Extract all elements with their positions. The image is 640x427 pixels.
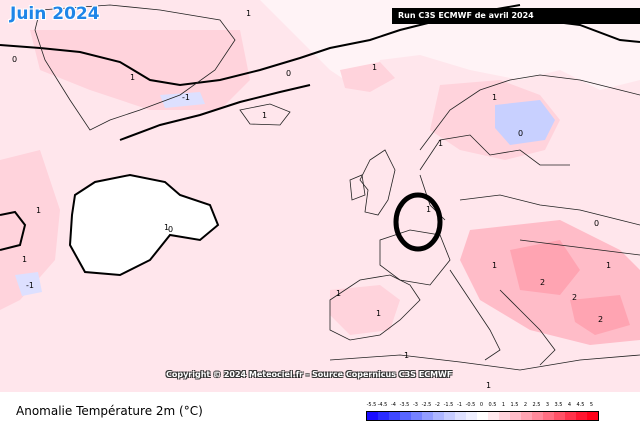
scale-swatch (466, 412, 477, 420)
scale-label: -1 (457, 402, 462, 408)
scale-swatch (422, 412, 433, 420)
scale-swatch (510, 412, 521, 420)
zero-contour-atlantic (68, 173, 220, 277)
contour-label: 0 (12, 55, 17, 64)
scale-label: 2 (523, 402, 528, 408)
contour-label: 1 (492, 261, 497, 270)
cold-anomaly-greenland (160, 92, 205, 108)
north-atlantic-anomaly (340, 62, 395, 92)
cold-anomaly-scandinavia (495, 100, 555, 145)
scale-label: 0 (479, 402, 484, 408)
highlight-circle (393, 192, 443, 252)
contour-label: 1 (22, 255, 27, 264)
strong-anomaly-hungary (510, 240, 580, 295)
scale-label: -2 (435, 402, 440, 408)
scale-swatch (389, 412, 400, 420)
contour-label: 2 (598, 315, 603, 324)
scale-label: -4 (391, 402, 396, 408)
scale-label: -3 (413, 402, 418, 408)
contour-label: 0 (286, 69, 291, 78)
scale-label: -5.5 (366, 402, 377, 408)
scale-label: 2.5 (532, 402, 541, 408)
west-atlantic-anomaly (0, 150, 60, 310)
scale-labels: -5.5 -4.5 -4 -3.5 -3 -2.5 -2 -1.5 -1 -0.5 0 0.5 1 1.5… (366, 402, 599, 411)
contour-label: 2 (572, 293, 577, 302)
scale-swatch (444, 412, 455, 420)
contour-label: 0 (594, 219, 599, 228)
scale-swatch (521, 412, 532, 420)
legend-title: Anomalie Température 2m (°C) (16, 404, 203, 418)
scale-label: 1 (501, 402, 506, 408)
contour-label: 0 (168, 225, 173, 234)
contour-label: 2 (540, 278, 545, 287)
scale-swatch (367, 412, 378, 420)
scale-label: 3.5 (554, 402, 563, 408)
scale-swatch (543, 412, 554, 420)
contour-label: 1 (336, 289, 341, 298)
contour-label: 1 (246, 9, 251, 18)
scale-swatch (565, 412, 576, 420)
map-title: Juin 2024 (10, 4, 100, 24)
scale-label: 4.5 (576, 402, 585, 408)
legend-bar: Anomalie Température 2m (°C) -5.5 -4.5 -4-… (0, 392, 640, 427)
contour-label: -1 (26, 281, 34, 290)
cold-anomaly-west (15, 272, 42, 296)
contour-label: 1 (262, 111, 267, 120)
map-canvas: 1 0 -1 1 1 0 1 -1 1 1 0 1 1 1 0 2 2 2 1 … (0, 0, 640, 392)
scale-swatch (477, 412, 488, 420)
contour-label: 1 (36, 206, 41, 215)
scale-swatch (499, 412, 510, 420)
run-label: Run C3S ECMWF de avril 2024 (392, 8, 640, 24)
contour-label: 1 (492, 93, 497, 102)
scale-swatch (455, 412, 466, 420)
scale-swatch (433, 412, 444, 420)
iberia-anomaly (330, 285, 400, 335)
scale-swatch (411, 412, 422, 420)
scale-label: 3 (545, 402, 550, 408)
contour-label: 1 (438, 139, 443, 148)
contour-label: 1 (376, 309, 381, 318)
scale-swatch (587, 412, 598, 420)
contour-label: 1 (372, 63, 377, 72)
contour-label: 1 (164, 223, 169, 232)
scale-swatch (400, 412, 411, 420)
coastlines (34, 4, 640, 371)
contour-label: 1 (486, 381, 491, 390)
copyright-notice: Copyright © 2024 Meteociel.fr - Source C… (166, 370, 453, 379)
zero-contour-south-greenland (119, 84, 311, 141)
scale-swatch (378, 412, 389, 420)
scale-label: -4.5 (377, 402, 388, 408)
scale-label: 5 (589, 402, 594, 408)
contour-label: 1 (426, 205, 431, 214)
scale-label: -2.5 (421, 402, 432, 408)
scale-swatch (488, 412, 499, 420)
scale-label: -1.5 (443, 402, 454, 408)
greenland-anomaly (30, 30, 250, 110)
contour-label: 1 (606, 261, 611, 270)
anomaly-map: 1 0 -1 1 1 0 1 -1 1 1 0 1 1 1 0 2 2 2 1 … (0, 0, 640, 392)
zero-contour-west (0, 210, 27, 251)
scale-label: -3.5 (399, 402, 410, 408)
contour-label: 1 (404, 351, 409, 360)
contour-labels: 1 0 -1 1 1 0 1 -1 1 1 0 1 1 1 0 2 2 2 1 … (12, 9, 611, 390)
contour-label: 1 (130, 73, 135, 82)
scale-label: -0.5 (465, 402, 476, 408)
scale-label: 1.5 (510, 402, 519, 408)
scale-swatch (532, 412, 543, 420)
color-scale: -5.5 -4.5 -4 -3.5 -3 -2.5 -2 -1.5 -1 -0.5 0 0.5 1 1.5… (366, 402, 599, 421)
contour-label: 0 (518, 129, 523, 138)
scale-swatch (554, 412, 565, 420)
scale-label: 4 (567, 402, 572, 408)
strong-anomaly-turkey (570, 295, 630, 335)
scale-swatch (576, 412, 587, 420)
contour-label: -1 (182, 93, 190, 102)
scale-label: 0.5 (488, 402, 497, 408)
scale-swatches (366, 411, 599, 421)
